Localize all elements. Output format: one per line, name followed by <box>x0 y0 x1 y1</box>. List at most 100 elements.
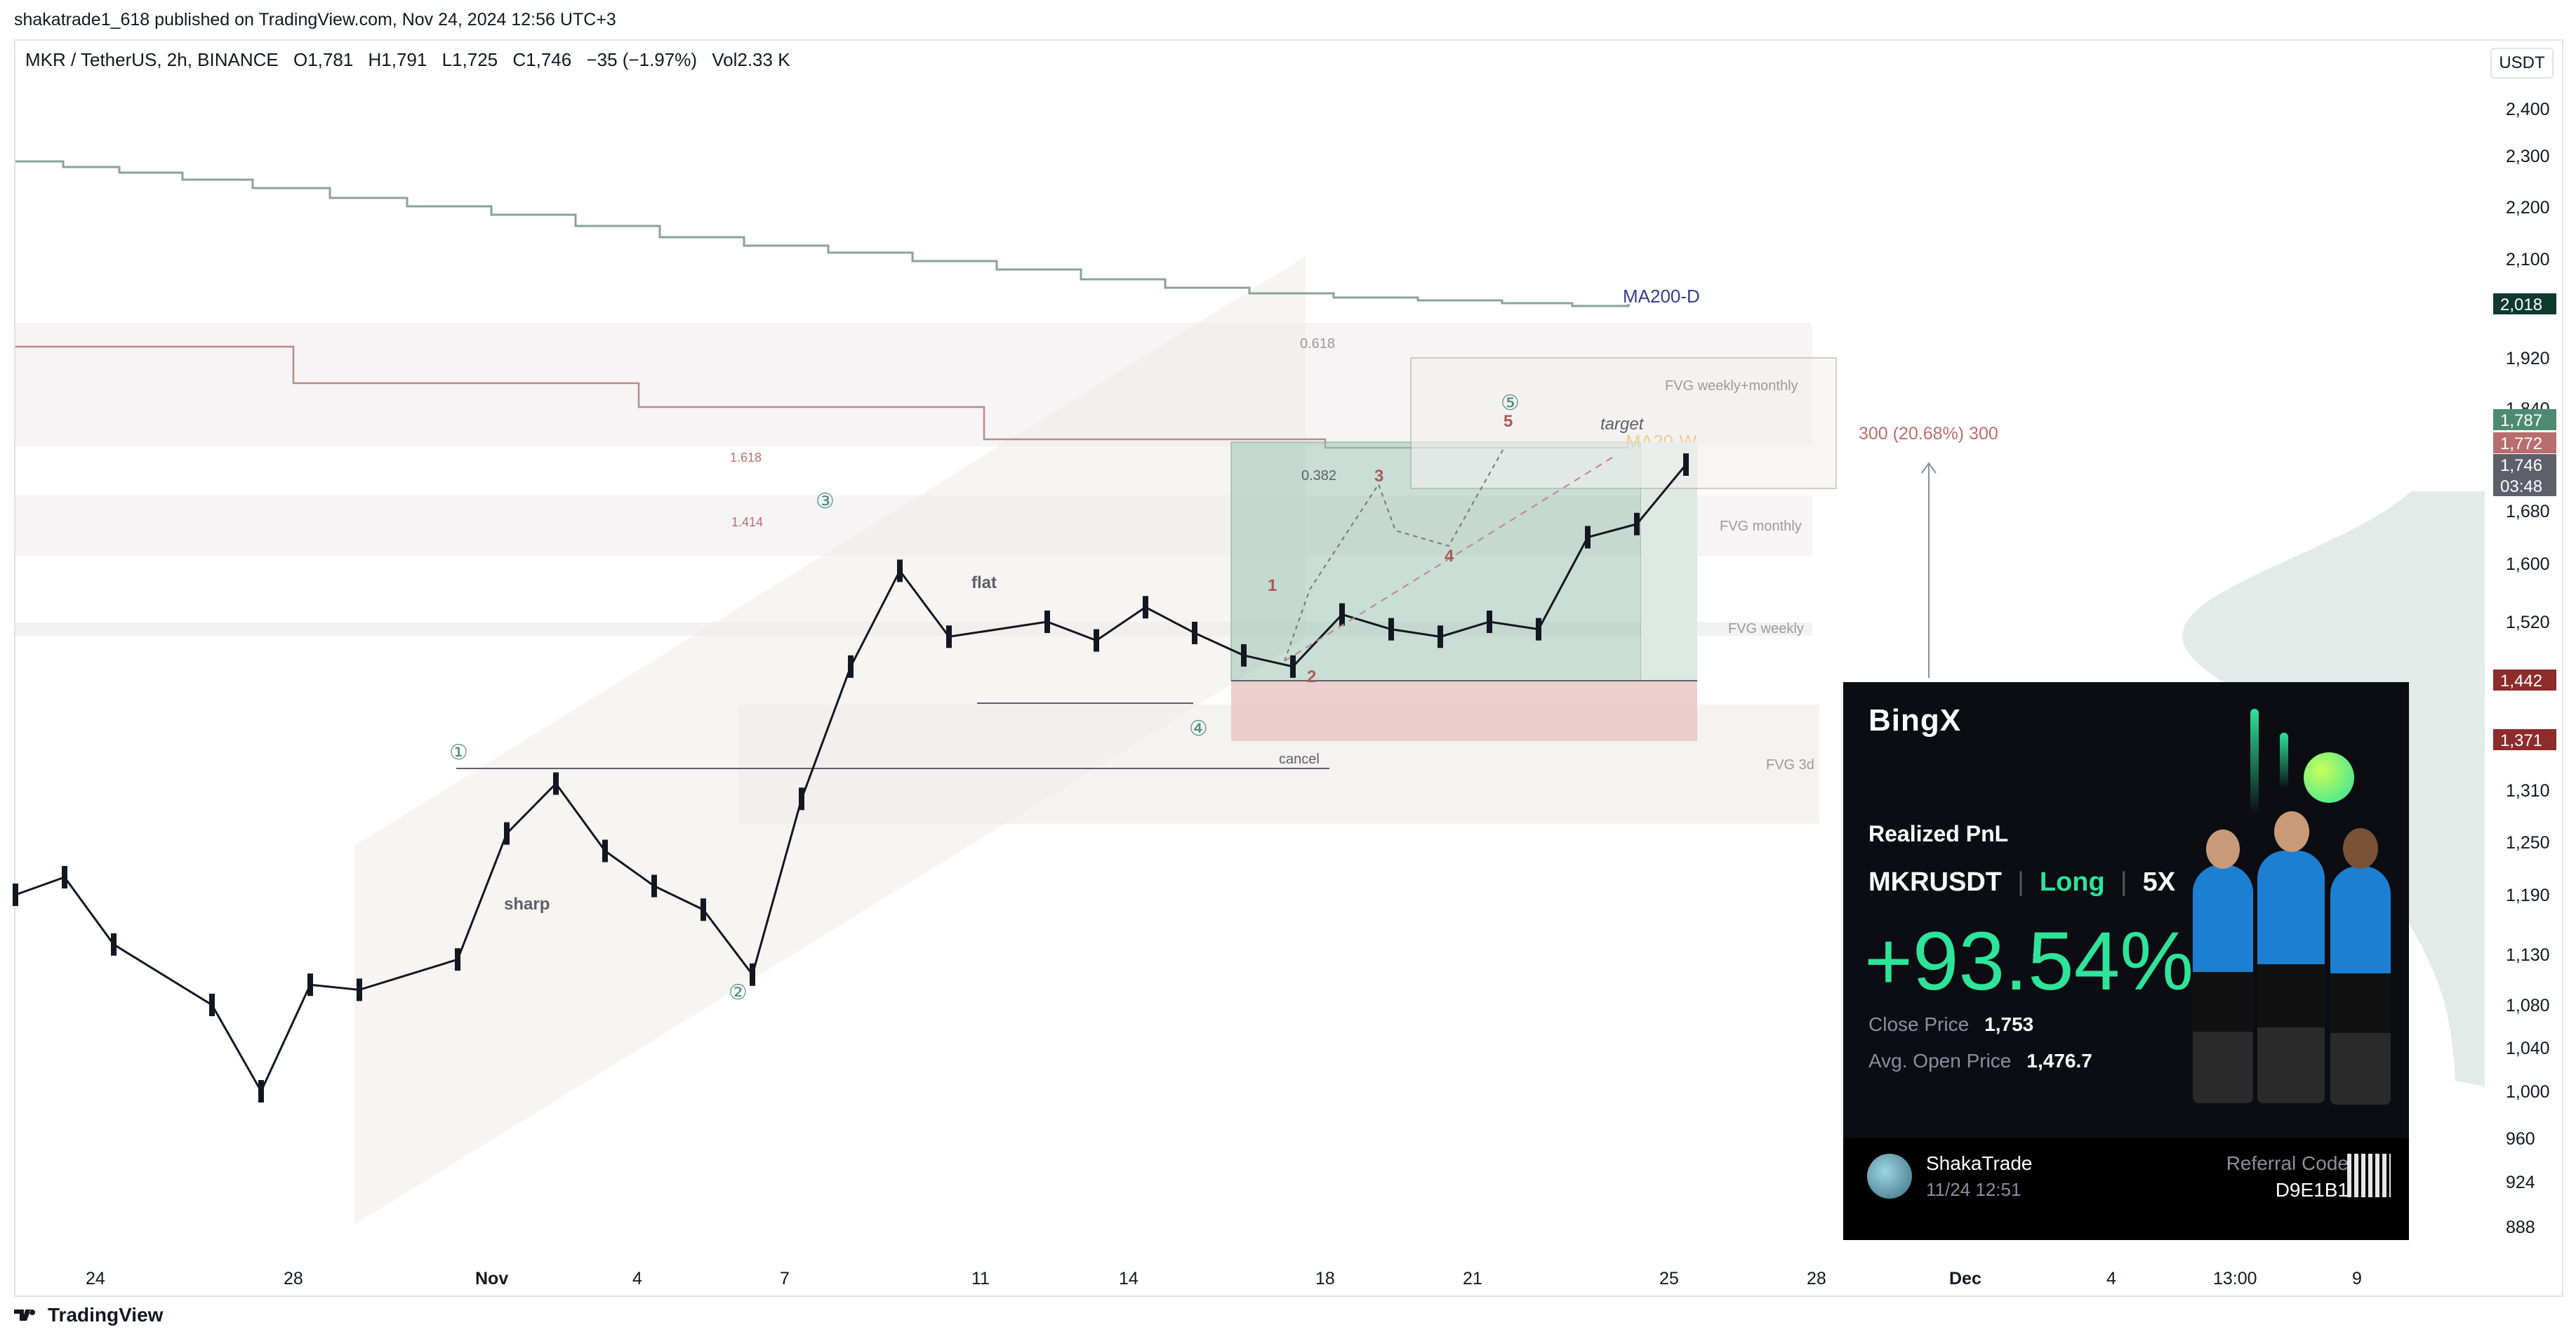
subwave-label-1: 1 <box>1268 576 1277 595</box>
subwave-label-3: 3 <box>1374 467 1383 486</box>
y-tick-label: 1,000 <box>2506 1082 2550 1102</box>
fvg-3d-label: FVG 3d <box>1766 757 1814 773</box>
candle <box>848 655 854 678</box>
open-price-value: 1,476.7 <box>2026 1050 2092 1072</box>
x-tick-label: 18 <box>1315 1269 1335 1288</box>
y-tick-label: 960 <box>2506 1129 2535 1149</box>
candle <box>1290 655 1296 678</box>
pnl-percent: +93.54% <box>1864 915 2194 1008</box>
ma200d-line <box>15 160 1630 307</box>
flat-label: flat <box>971 573 997 592</box>
wave-label-2: ② <box>729 981 748 1004</box>
y-tick-label: 1,310 <box>2506 781 2550 801</box>
price-tag-5 <box>2493 475 2556 496</box>
y-tick-label: 924 <box>2506 1173 2535 1192</box>
close-price-row: Close Price 1,753 <box>1868 1013 2034 1035</box>
candle <box>651 874 657 898</box>
sharp-label: sharp <box>504 895 550 914</box>
x-tick-label: 21 <box>1463 1269 1482 1288</box>
y-tick-label: 1,520 <box>2506 613 2550 632</box>
candle <box>1339 603 1345 626</box>
candle <box>1241 644 1247 667</box>
avatar <box>1867 1154 1912 1199</box>
y-tick-label: 1,680 <box>2506 502 2550 521</box>
position-leverage: 5X <box>2142 867 2176 897</box>
candle <box>553 772 559 795</box>
x-tick-label: 9 <box>2352 1269 2362 1288</box>
price-tag-label-4: 1,746 <box>2500 456 2542 475</box>
fvg-weekly-label: FVG weekly <box>1728 621 1804 637</box>
volume: Vol2.33 K <box>712 49 790 70</box>
ohlc-high: H1,791 <box>368 49 427 70</box>
pnl-card: BingX Realized PnL MKRUSDT | Long | 5X +… <box>1843 682 2409 1240</box>
ohlc-low: L1,725 <box>441 49 498 70</box>
close-price-value: 1,753 <box>1984 1013 2034 1035</box>
price-tag-label-5: 03:48 <box>2500 477 2542 496</box>
candle <box>1192 621 1197 644</box>
price-tag-2 <box>2493 409 2556 430</box>
candle <box>1487 611 1492 633</box>
price-tag-label-1: 2,018 <box>2500 295 2542 314</box>
qr-code-icon <box>2347 1154 2391 1197</box>
wave-label-4: ④ <box>1189 717 1208 740</box>
candle <box>111 933 117 956</box>
price-tag-3 <box>2493 432 2556 453</box>
x-tick-label: 28 <box>1807 1269 1826 1288</box>
y-tick-label: 1,920 <box>2506 349 2550 368</box>
fib-1414-label: 1.414 <box>731 515 763 529</box>
x-tick-label: 7 <box>780 1269 790 1288</box>
ohlc-change: −35 (−1.97%) <box>586 49 697 70</box>
candle <box>602 839 608 862</box>
symbol-legend: MKR / TetherUS, 2h, BINANCE O1,781 H1,79… <box>25 49 800 71</box>
fib-1618-label: 1.618 <box>730 451 762 465</box>
price-tag-1 <box>2493 293 2556 314</box>
position-info: MKRUSDT | Long | 5X <box>1868 867 2176 897</box>
y-tick-label: 1,190 <box>2506 886 2550 905</box>
x-tick-label: 13:00 <box>2213 1269 2257 1288</box>
decor-ball-icon <box>2304 752 2354 803</box>
open-price-row: Avg. Open Price 1,476.7 <box>1868 1050 2092 1072</box>
footer-brand[interactable]: TradingView <box>14 1304 163 1326</box>
candle <box>504 822 510 845</box>
candle <box>13 884 18 906</box>
y-tick-label: 1,080 <box>2506 996 2550 1015</box>
candle <box>1388 618 1394 641</box>
y-tick-label: 2,100 <box>2506 250 2550 269</box>
price-line <box>15 464 1687 1094</box>
decor-bar-icon <box>2280 733 2288 789</box>
x-tick-label: 4 <box>2106 1269 2116 1288</box>
candle <box>750 963 755 986</box>
ohlc-open: O1,781 <box>293 49 354 70</box>
trade-date: 11/24 12:51 <box>1926 1179 2021 1200</box>
candle <box>62 866 67 888</box>
candle <box>455 948 460 971</box>
position-symbol: MKRUSDT <box>1868 867 2002 897</box>
price-tag-label-7: 1,371 <box>2500 731 2542 750</box>
y-tick-label: 1,130 <box>2506 945 2550 965</box>
candle <box>1634 512 1640 535</box>
candle <box>946 625 952 648</box>
candle <box>1536 618 1541 641</box>
candle <box>897 559 903 582</box>
candle <box>209 994 215 1016</box>
subwave-label-5: 5 <box>1503 412 1513 431</box>
wave-label-3: ③ <box>816 490 835 513</box>
measure-label: 300 (20.68%) 300 <box>1859 424 1998 444</box>
x-tick-label: 4 <box>632 1269 642 1288</box>
symbol-name[interactable]: MKR / TetherUS, 2h, BINANCE <box>25 49 279 70</box>
y-tick-label: 1,250 <box>2506 833 2550 853</box>
channel-shape <box>354 256 1306 1225</box>
currency-button[interactable]: USDT <box>2490 48 2554 79</box>
fvg-weekly-monthly-box <box>1410 357 1837 489</box>
decor-bar-icon <box>2250 709 2259 814</box>
y-tick-label: 888 <box>2506 1218 2535 1237</box>
y-tick-label: 2,300 <box>2506 147 2550 166</box>
x-tick-label: 14 <box>1119 1269 1138 1288</box>
candle <box>1585 526 1591 549</box>
published-info: shakatrade1_618 published on TradingView… <box>14 10 616 29</box>
x-tick-label: Nov <box>475 1269 508 1288</box>
card-footer <box>1843 1138 2409 1240</box>
wave-label-5: ⑤ <box>1501 392 1520 415</box>
price-tag-7 <box>2493 729 2556 750</box>
